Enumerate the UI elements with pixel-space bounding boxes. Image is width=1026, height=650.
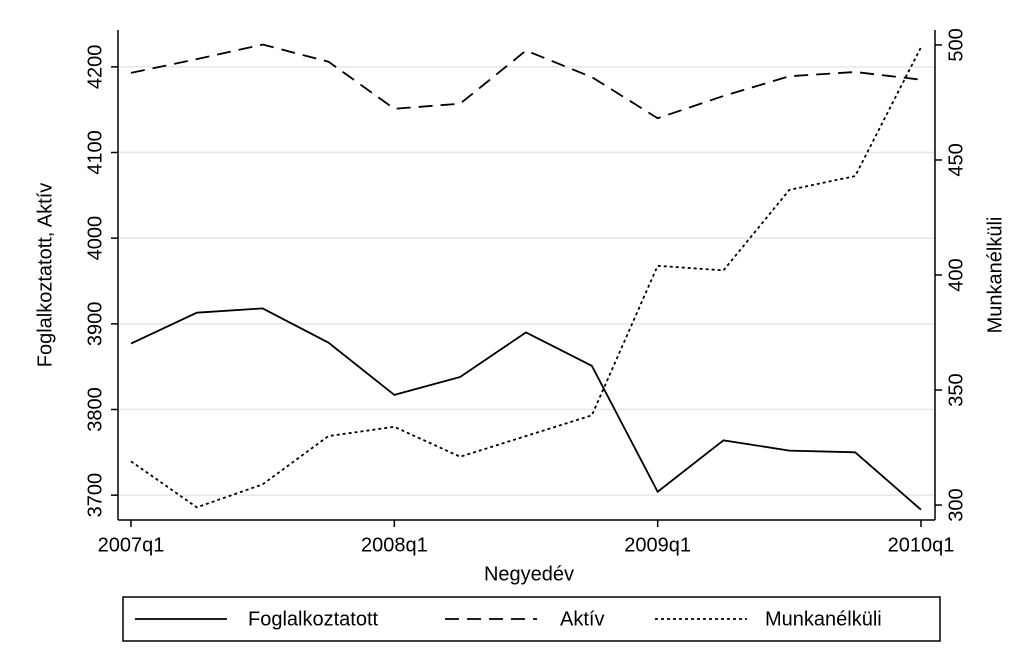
x-tick-label: 2009q1 [624, 534, 691, 556]
y-tick-label: 4200 [84, 45, 106, 90]
series-line [130, 46, 922, 509]
legend-label: Aktív [560, 608, 604, 630]
y-tick-label: 3800 [84, 387, 106, 432]
y2-tick-label: 300 [945, 488, 967, 521]
x-axis-title: Negyedév [484, 563, 574, 585]
x-tick-label: 2010q1 [888, 534, 955, 556]
x-tick-label: 2007q1 [98, 534, 165, 556]
y-tick-label: 3700 [84, 473, 106, 518]
y-tick-label: 4000 [84, 216, 106, 261]
legend-label: Foglalkoztatott [248, 608, 379, 630]
y2-tick-label: 400 [945, 258, 967, 291]
y2-tick-label: 350 [945, 373, 967, 406]
series-line [130, 307, 922, 511]
series-line [130, 43, 922, 120]
y2-tick-label: 450 [945, 143, 967, 176]
legend-box [122, 596, 941, 642]
y-axis-title: Foglalkoztatott, Aktív [34, 183, 56, 368]
y-tick-label: 3900 [84, 302, 106, 347]
y-tick-label: 4100 [84, 130, 106, 175]
y2-axis-title: Munkanélküli [984, 217, 1006, 334]
x-tick-label: 2008q1 [361, 534, 428, 556]
legend-label: Munkanélküli [765, 608, 882, 630]
y2-tick-label: 500 [945, 28, 967, 61]
